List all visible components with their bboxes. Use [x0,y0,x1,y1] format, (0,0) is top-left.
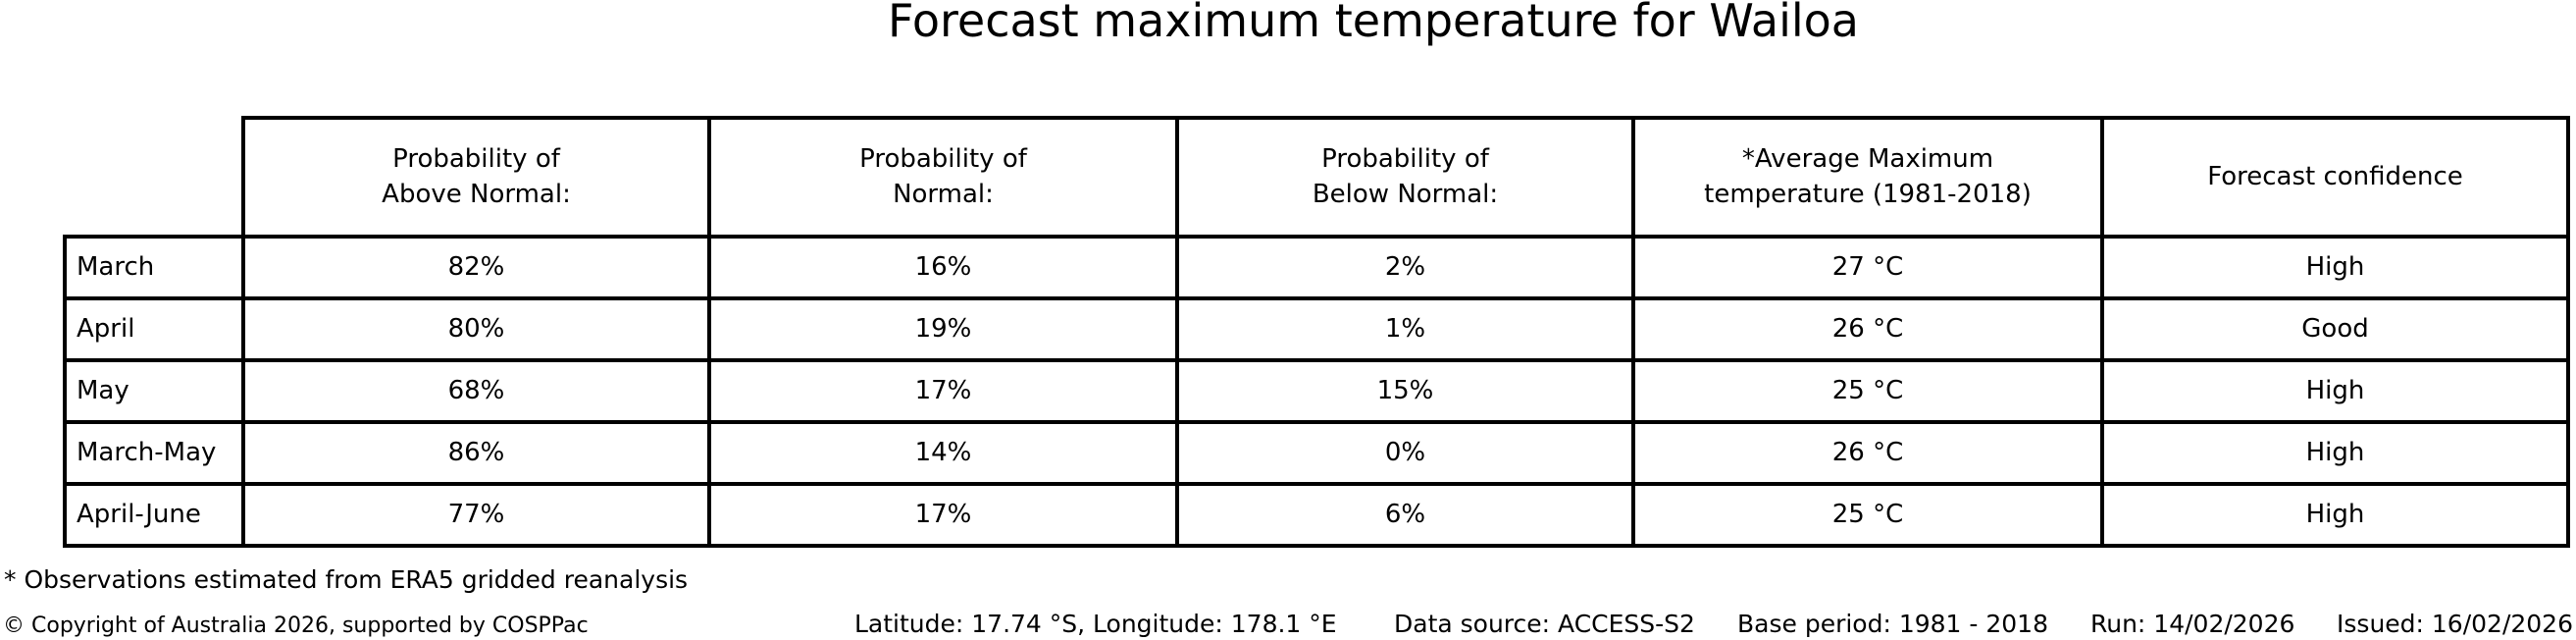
cell-normal: 17% [707,358,1179,424]
table-row: March 82% 16% 2% 27 °C High [63,235,2570,300]
footer-base-period: Base period: 1981 - 2018 [1737,610,2048,638]
col-header-above-normal: Probability of Above Normal: [241,116,711,239]
col-header-average-max-temp: *Average Maximum temperature (1981-2018) [1631,116,2104,239]
cell-above-normal: 82% [241,235,711,300]
cell-average-max-temp: 25 °C [1631,358,2104,424]
col-header-normal: Probability of Normal: [707,116,1179,239]
cell-forecast-confidence: High [2100,420,2570,486]
cell-normal: 19% [707,296,1179,362]
row-label: March-May [63,420,245,486]
cell-forecast-confidence: High [2100,482,2570,548]
cell-normal: 16% [707,235,1179,300]
page-title: Forecast maximum temperature for Wailoa [888,0,1859,47]
table-row: March-May 86% 14% 0% 26 °C High [63,420,2570,486]
cell-above-normal: 68% [241,358,711,424]
cell-average-max-temp: 26 °C [1631,296,2104,362]
footer-data-source: Data source: ACCESS-S2 [1394,610,1695,638]
row-label: April-June [63,482,245,548]
footnote-observations: * Observations estimated from ERA5 gridd… [4,565,689,594]
col-header-forecast-confidence: Forecast confidence [2100,116,2570,239]
cell-below-normal: 1% [1175,296,1635,362]
cell-above-normal: 86% [241,420,711,486]
cell-below-normal: 6% [1175,482,1635,548]
cell-forecast-confidence: Good [2100,296,2570,362]
copyright-text: © Copyright of Australia 2026, supported… [3,613,589,638]
footer-location: Latitude: 17.74 °S, Longitude: 178.1 °E [854,610,1337,638]
cell-average-max-temp: 25 °C [1631,482,2104,548]
cell-average-max-temp: 27 °C [1631,235,2104,300]
cell-forecast-confidence: High [2100,358,2570,424]
row-label: March [63,235,245,300]
col-header-below-normal: Probability of Below Normal: [1175,116,1635,239]
footer-issued-date: Issued: 16/02/2026 [2337,610,2573,638]
row-label: April [63,296,245,362]
table-row: May 68% 17% 15% 25 °C High [63,358,2570,424]
cell-above-normal: 77% [241,482,711,548]
footer-run-date: Run: 14/02/2026 [2090,610,2295,638]
cell-average-max-temp: 26 °C [1631,420,2104,486]
cell-normal: 14% [707,420,1179,486]
cell-below-normal: 15% [1175,358,1635,424]
row-label: May [63,358,245,424]
cell-below-normal: 2% [1175,235,1635,300]
cell-normal: 17% [707,482,1179,548]
header-row: Probability of Above Normal: Probability… [65,116,2570,239]
cell-forecast-confidence: High [2100,235,2570,300]
cell-below-normal: 0% [1175,420,1635,486]
table-row: April 80% 19% 1% 26 °C Good [63,296,2570,362]
cell-above-normal: 80% [241,296,711,362]
table-row: April-June 77% 17% 6% 25 °C High [63,482,2570,548]
forecast-table: Probability of Above Normal: Probability… [63,116,2570,548]
corner-cell [65,118,243,237]
